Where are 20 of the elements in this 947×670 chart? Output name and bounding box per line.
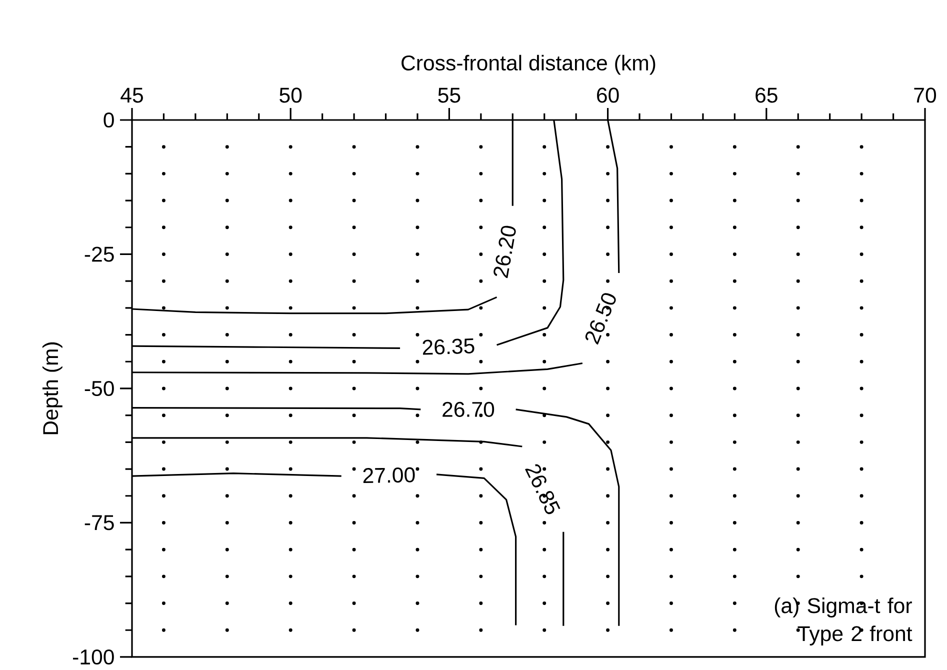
y-tick-label: 0 [104,112,114,128]
y-tick-label: -25 [84,246,114,262]
y-axis-title: Depth (m) [42,342,62,434]
series-label: 26.70 [442,402,494,417]
series-label: 26.35 [422,338,474,355]
y-tick-label: -75 [84,515,114,530]
x-tick-label: 60 [597,88,619,103]
x-tick-label: 65 [756,88,778,103]
y-tick-label: -50 [84,380,114,396]
x-tick-label: 70 [914,88,936,103]
text: 26.50 [585,293,616,345]
series-label: 27.00 [363,467,415,483]
x-tick-label: 55 [438,88,460,103]
x-tick-label: 50 [280,88,302,103]
text: 26.20 [494,226,516,278]
x-tick-label: 45 [120,88,143,103]
annotation: (a) Sigma-t for Type 2 front [774,598,912,646]
y-tick-label: -100 [73,649,114,665]
x-axis-title: Cross-frontal distance (km) [402,54,656,75]
text: 26.85 [525,464,560,514]
